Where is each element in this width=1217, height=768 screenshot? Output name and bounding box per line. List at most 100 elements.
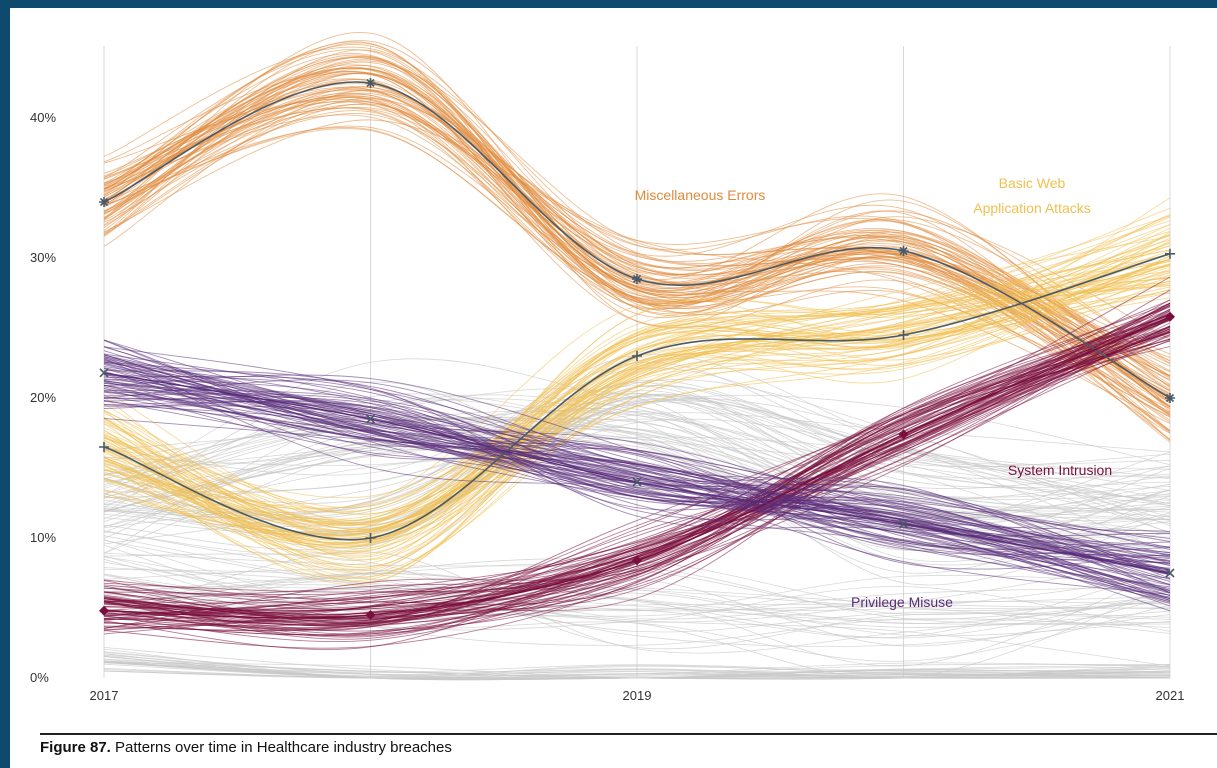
ensemble-line [103, 361, 1171, 600]
series-line-1 [103, 253, 1171, 541]
series-annotation: Basic Web [999, 175, 1066, 191]
caption-divider [40, 733, 1217, 735]
ensemble-line [103, 407, 1171, 562]
ensemble-line [103, 242, 1171, 570]
ensemble-line [103, 417, 1171, 570]
ensemble-line [103, 58, 1171, 392]
y-tick-label: 30% [30, 250, 56, 265]
ensemble-line [103, 263, 1171, 526]
ensemble-line [103, 575, 1171, 647]
ensemble-line [103, 572, 1171, 639]
ensemble-line [103, 573, 1171, 612]
ensemble-line [103, 331, 1171, 632]
ensemble-line [103, 68, 1171, 424]
data-point [898, 429, 909, 440]
data-point [632, 274, 642, 284]
data-point [632, 477, 642, 487]
ensemble-line [103, 259, 1171, 546]
ensemble-line [103, 354, 1171, 588]
ensemble-line [103, 647, 1171, 679]
ensemble-line [103, 390, 1171, 569]
data-point [99, 442, 109, 452]
x-tick-label: 2017 [90, 688, 119, 703]
ensemble-line [103, 553, 1171, 650]
figure-label: Figure 87. [40, 739, 111, 756]
ensemble-line [103, 558, 1171, 623]
data-point [99, 368, 109, 378]
ensemble-line [103, 363, 1171, 565]
ensemble-line [103, 568, 1171, 647]
data-point [99, 197, 109, 207]
ensemble-line [103, 330, 1171, 632]
ensemble-line [103, 268, 1171, 558]
ensemble-line [103, 325, 1171, 604]
ensemble-line [103, 346, 1171, 562]
series-annotation: Miscellaneous Errors [635, 187, 766, 203]
ensemble-line [103, 255, 1171, 538]
caption-text: Patterns over time in Healthcare industr… [115, 739, 452, 756]
ensemble-line [103, 264, 1171, 548]
ensemble-line [103, 42, 1171, 401]
y-tick-label: 0% [30, 670, 49, 685]
ensemble-line [103, 551, 1171, 654]
series-annotation: System Intrusion [1008, 462, 1112, 478]
x-axis: 2017 2019 2021 [90, 688, 1185, 703]
ensemble-line [103, 426, 1171, 500]
ensemble-line [103, 419, 1171, 534]
ensemble-line [103, 662, 1171, 679]
ensemble-line [103, 668, 1171, 679]
data-point [898, 330, 909, 340]
y-tick-label: 20% [30, 390, 56, 405]
ensemble-line [103, 569, 1171, 621]
ensemble-line [103, 392, 1171, 480]
data-point [1165, 311, 1175, 322]
data-point [898, 246, 909, 256]
ensemble-line [103, 584, 1171, 633]
ensemble-line [103, 375, 1171, 564]
ensemble-line [103, 430, 1171, 574]
ensemble-line [103, 417, 1171, 513]
ensemble-line [103, 563, 1171, 625]
ensemble-line [103, 297, 1171, 583]
ensemble-line [103, 270, 1171, 523]
ensemble-line [103, 397, 1171, 549]
data-point [1165, 248, 1175, 259]
data-point [365, 414, 376, 424]
ensemble-line [103, 263, 1171, 521]
ensemble-line [103, 258, 1171, 544]
ensemble-line [103, 276, 1171, 650]
ensemble-line [103, 429, 1171, 533]
ensemble-line [103, 57, 1171, 340]
ensemble-line [103, 259, 1171, 536]
data-point [1165, 568, 1175, 578]
ensemble-line [103, 427, 1171, 527]
ensemble-line [103, 258, 1171, 525]
y-tick-label: 40% [30, 110, 56, 125]
ensemble-line [103, 288, 1171, 557]
data-point [632, 555, 642, 566]
series-markers [99, 78, 1175, 620]
ensemble-line [103, 227, 1171, 582]
ensemble-line [103, 586, 1171, 625]
ensemble-line [103, 561, 1171, 617]
ensemble-line [103, 253, 1171, 532]
x-tick-label: 2019 [623, 688, 652, 703]
ensemble-line [103, 403, 1171, 598]
x-tick-label: 2021 [1156, 688, 1185, 703]
ensemble-line [103, 358, 1171, 590]
data-point [632, 351, 642, 361]
ensemble-line [103, 54, 1171, 407]
ensemble-line [103, 220, 1171, 548]
ensemble-line [103, 310, 1171, 630]
ensemble-line [103, 326, 1171, 635]
data-point [365, 610, 376, 620]
ensemble-line [103, 369, 1171, 586]
y-axis: 0% 10% 20% 30% 40% [30, 110, 56, 685]
series-annotation: Privilege Misuse [851, 594, 953, 610]
ensemble-line [103, 235, 1171, 523]
ensemble-line [103, 357, 1171, 572]
series-annotation: Application Attacks [973, 200, 1091, 216]
ensemble-line [103, 331, 1171, 617]
ensemble-line [103, 374, 1171, 600]
ensemble-line [103, 335, 1171, 612]
